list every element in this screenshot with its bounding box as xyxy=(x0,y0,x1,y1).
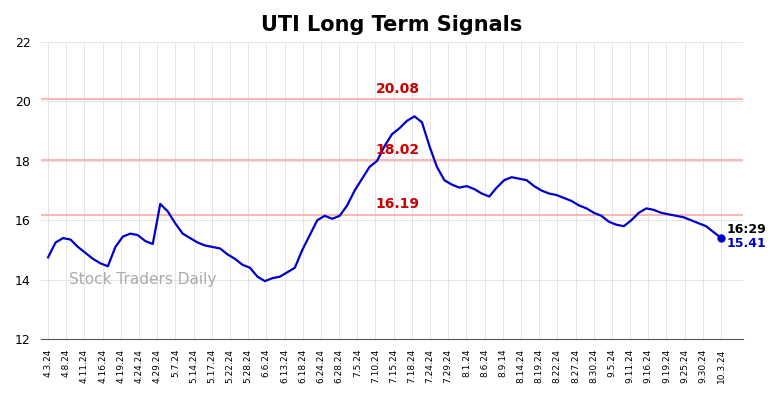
Text: 16:29: 16:29 xyxy=(727,223,767,236)
Title: UTI Long Term Signals: UTI Long Term Signals xyxy=(261,15,523,35)
Text: 18.02: 18.02 xyxy=(376,143,419,157)
Text: 20.08: 20.08 xyxy=(376,82,419,96)
Text: 16.19: 16.19 xyxy=(376,197,419,211)
Text: Stock Traders Daily: Stock Traders Daily xyxy=(69,272,216,287)
Text: 15.41: 15.41 xyxy=(727,237,767,250)
